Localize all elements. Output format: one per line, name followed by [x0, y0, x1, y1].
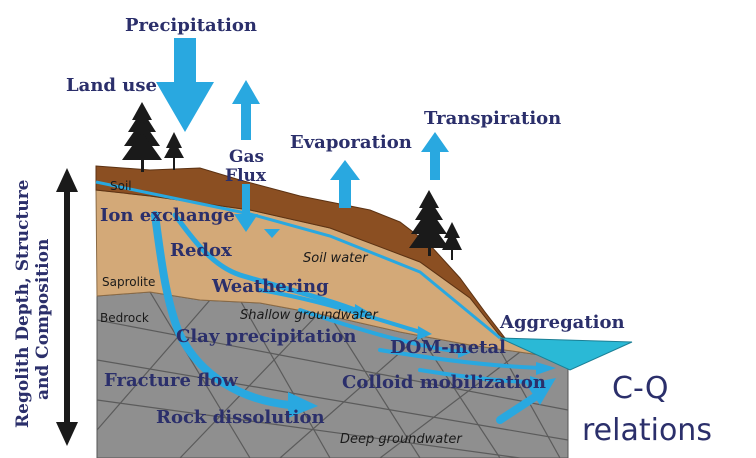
- label-cq: C-Q: [612, 371, 668, 406]
- stream: [499, 337, 633, 371]
- label-relations: relations: [582, 413, 712, 448]
- label-weathering: Weathering: [211, 276, 329, 297]
- tree-icon: [122, 102, 162, 172]
- flow-arrowheads: [288, 304, 556, 418]
- label-rock-dissolution: Rock dissolution: [156, 407, 325, 428]
- label-regolith-side-2: and Composition: [33, 239, 53, 400]
- label-saprolite: Saprolite: [102, 275, 155, 289]
- bedrock-fractures: [97, 292, 568, 458]
- tree-icon: [442, 222, 462, 260]
- water-table-marker: [264, 229, 280, 238]
- tree-icon: [409, 190, 449, 256]
- label-dom-metal: DOM-metal: [390, 337, 506, 358]
- label-land-use: Land use: [66, 75, 157, 96]
- label-soil-water: Soil water: [303, 251, 369, 266]
- label-transpiration: Transpiration: [424, 108, 561, 129]
- tree-icon: [164, 132, 184, 170]
- label-aggregation: Aggregation: [499, 312, 625, 333]
- label-regolith-side-1: Regolith Depth, Structure: [13, 179, 33, 428]
- label-shallow-groundwater: Shallow groundwater: [240, 308, 379, 323]
- soil-layer: [95, 165, 561, 363]
- label-ion-exchange: Ion exchange: [100, 205, 235, 226]
- precipitation-arrow: [156, 38, 214, 132]
- evaporation-arrow: [330, 160, 360, 208]
- double-arrow-icon: [56, 168, 78, 446]
- label-evaporation: Evaporation: [290, 132, 412, 153]
- label-fracture-flow: Fracture flow: [104, 370, 238, 391]
- gas-flux-up-arrow: [232, 80, 260, 140]
- water-table-line: [95, 180, 501, 340]
- label-deep-groundwater: Deep groundwater: [340, 432, 463, 447]
- label-clay-precipitation: Clay precipitation: [176, 326, 357, 347]
- flow-paths: [151, 211, 542, 424]
- label-gas: Gas: [229, 147, 264, 167]
- label-flux: Flux: [225, 166, 267, 186]
- label-soil: Soil: [110, 179, 132, 193]
- gas-flux-down-arrow: [234, 184, 258, 232]
- transpiration-arrow: [421, 132, 449, 180]
- label-redox: Redox: [170, 240, 232, 261]
- label-bedrock: Bedrock: [100, 311, 149, 325]
- label-precipitation: Precipitation: [125, 15, 257, 36]
- label-colloid-mobilization: Colloid mobilization: [342, 372, 546, 393]
